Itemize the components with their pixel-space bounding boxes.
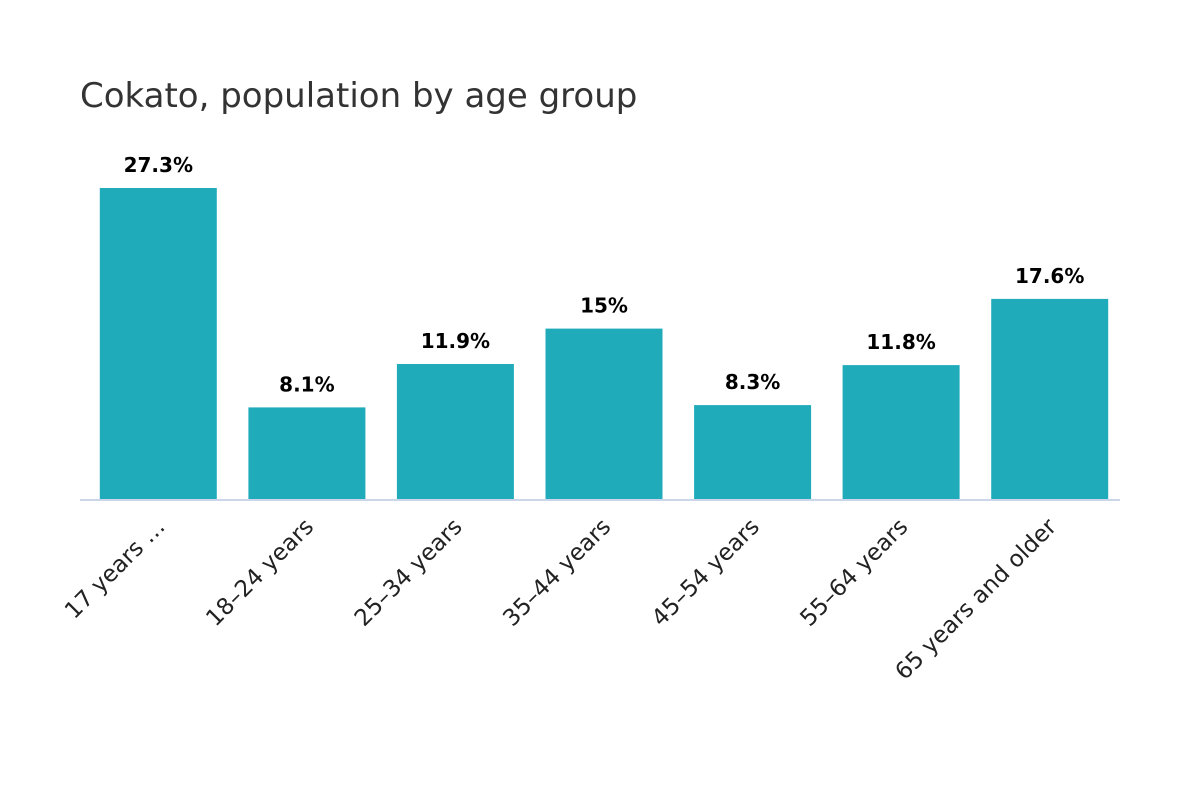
data-label: 17.6% — [1015, 264, 1084, 288]
x-tick-label: 17 years … — [60, 514, 170, 624]
bar — [842, 365, 960, 500]
data-label: 15% — [580, 294, 628, 318]
bar — [694, 405, 812, 500]
x-tick-label: 55–64 years — [796, 514, 914, 632]
x-tick-labels: 17 years … 18–24 years 25–34 years 35–44 ye… — [60, 513, 1062, 685]
x-tick-label: 35–44 years — [498, 514, 616, 632]
data-label: 27.3% — [124, 153, 193, 177]
bars-group — [99, 188, 1109, 500]
data-label: 8.1% — [279, 372, 334, 396]
x-tick-label: 18–24 years — [201, 514, 319, 632]
chart-title: Cokato, population by age group — [80, 76, 637, 116]
data-label: 11.8% — [866, 330, 935, 354]
data-labels-group: 27.3% 8.1% 11.9% 15% 8.3% 11.8% 17.6% — [124, 153, 1085, 396]
bar — [545, 328, 663, 500]
data-label: 11.9% — [421, 329, 490, 353]
bar — [396, 364, 514, 500]
bar — [991, 298, 1109, 500]
x-tick-label: 45–54 years — [647, 514, 765, 632]
x-tick-label: 25–34 years — [350, 514, 468, 632]
bar — [99, 188, 217, 500]
bar — [248, 407, 366, 500]
x-tick-label: 65 years and older — [891, 513, 1063, 685]
data-label: 8.3% — [725, 370, 780, 394]
